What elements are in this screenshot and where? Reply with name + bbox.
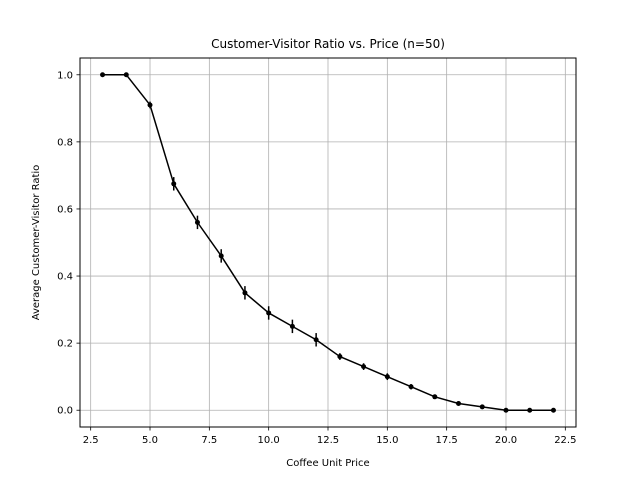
data-series — [100, 72, 556, 413]
data-point — [194, 219, 200, 225]
x-tick-label: 17.5 — [436, 435, 458, 446]
x-tick-label: 20.0 — [495, 435, 517, 446]
data-point — [289, 323, 295, 329]
y-tick-label: 0.4 — [57, 272, 73, 283]
data-point — [171, 181, 177, 187]
data-point — [123, 72, 129, 78]
y-tick-label: 0.6 — [57, 204, 73, 215]
grid — [80, 58, 576, 427]
data-point — [408, 384, 414, 390]
data-point — [242, 290, 248, 296]
data-point — [337, 354, 343, 360]
data-point — [100, 72, 106, 78]
x-axis-label: Coffee Unit Price — [286, 458, 369, 469]
data-point — [550, 407, 556, 413]
y-axis-label: Average Customer-Visitor Ratio — [31, 165, 42, 321]
y-tick-label: 1.0 — [57, 70, 73, 81]
y-tick-label: 0.8 — [57, 137, 73, 148]
x-tick-label: 5.0 — [142, 435, 158, 446]
y-tick-label: 0.0 — [57, 406, 73, 417]
data-point — [218, 253, 224, 259]
data-point — [313, 337, 319, 343]
x-tick-label: 7.5 — [201, 435, 217, 446]
chart-title: Customer-Visitor Ratio vs. Price (n=50) — [211, 37, 445, 51]
axis-ticks: 2.5 5.0 7.5 10.0 12.5 15.0 17.5 20.0 22.5 0.0 0.2 0… — [57, 70, 576, 446]
x-tick-label: 15.0 — [376, 435, 398, 446]
y-tick-label: 0.2 — [57, 339, 73, 350]
data-point — [503, 407, 509, 413]
data-point — [266, 310, 272, 316]
x-tick-label: 2.5 — [83, 435, 99, 446]
x-tick-label: 22.5 — [554, 435, 576, 446]
data-point — [479, 404, 485, 410]
data-point — [432, 394, 438, 400]
data-point — [456, 401, 462, 407]
data-point — [147, 102, 153, 108]
series-line — [102, 74, 554, 411]
x-tick-label: 10.0 — [258, 435, 280, 446]
data-point — [384, 374, 390, 380]
data-point — [527, 407, 533, 413]
data-point — [361, 364, 367, 370]
x-tick-label: 12.5 — [317, 435, 339, 446]
